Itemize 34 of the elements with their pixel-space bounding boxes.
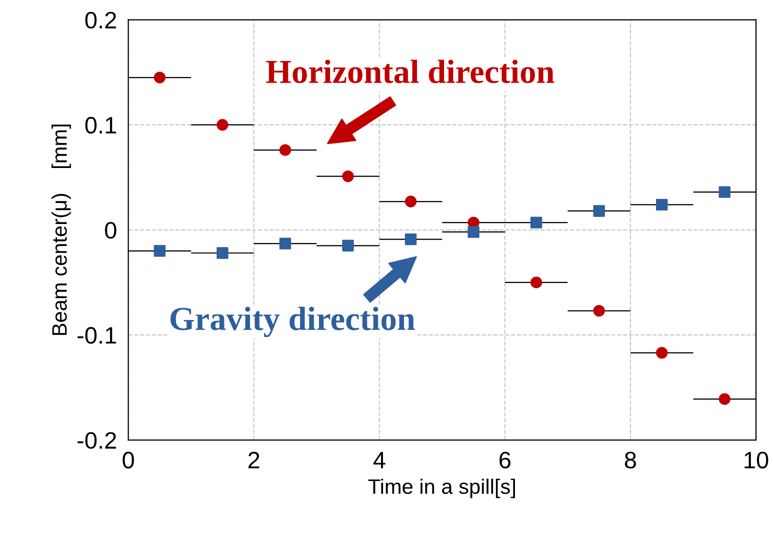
point bbox=[279, 238, 292, 250]
x-tick-label: 6 bbox=[500, 452, 510, 468]
point bbox=[154, 245, 166, 257]
point bbox=[593, 205, 605, 217]
point bbox=[342, 240, 354, 252]
point bbox=[279, 144, 292, 156]
x-tick-label: 8 bbox=[624, 452, 636, 468]
point bbox=[342, 170, 354, 182]
point bbox=[154, 72, 166, 84]
point bbox=[530, 216, 542, 228]
point bbox=[468, 226, 480, 238]
y-tick-label: -0.2 bbox=[78, 432, 116, 449]
point bbox=[656, 198, 668, 211]
point bbox=[656, 346, 668, 359]
annotation: Horizontal direction bbox=[266, 60, 554, 84]
y-tick-label: 0.1 bbox=[85, 116, 116, 134]
point bbox=[404, 234, 417, 246]
y-axis-title: Beam center(μ) [mm] bbox=[52, 124, 71, 335]
y-tick-label: 0 bbox=[105, 222, 116, 239]
point bbox=[216, 118, 228, 131]
point bbox=[530, 276, 542, 288]
point bbox=[593, 304, 605, 317]
point bbox=[718, 393, 730, 405]
x-tick-label: 2 bbox=[248, 452, 260, 468]
y-tick-label: -0.1 bbox=[78, 327, 116, 344]
x-tick-label: 0 bbox=[122, 452, 134, 468]
x-tick-label: 10 bbox=[744, 452, 768, 468]
annotation: Gravity direction bbox=[170, 306, 415, 338]
point bbox=[718, 186, 730, 198]
point bbox=[404, 196, 417, 208]
point bbox=[216, 247, 228, 259]
y-tick-label: 0.2 bbox=[85, 12, 116, 29]
x-axis-title: Time in a spill[s] bbox=[368, 478, 515, 498]
x-tick-label: 4 bbox=[373, 452, 386, 468]
